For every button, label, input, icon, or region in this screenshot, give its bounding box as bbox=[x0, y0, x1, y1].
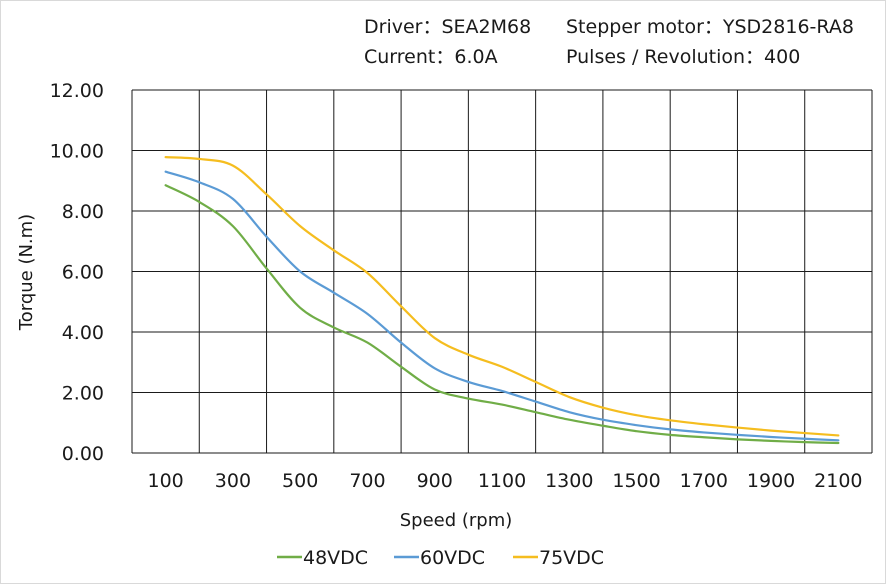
y-tick-label: 2.00 bbox=[62, 383, 104, 405]
x-tick-label: 1100 bbox=[478, 470, 526, 492]
x-tick-label: 100 bbox=[148, 470, 184, 492]
series-line-48vdc bbox=[164, 184, 840, 445]
x-tick-label: 2100 bbox=[814, 470, 862, 492]
y-tick-label: 10.00 bbox=[50, 141, 104, 163]
legend-label-48vdc: 48VDC bbox=[303, 547, 368, 569]
y-tick-label: 4.00 bbox=[62, 322, 104, 344]
legend-label-75vdc: 75VDC bbox=[539, 547, 604, 569]
legend: 48VDC 60VDC 75VDC bbox=[277, 547, 604, 569]
y-tick-label: 12.00 bbox=[50, 80, 104, 102]
grid bbox=[131, 89, 873, 454]
x-tick-label: 900 bbox=[417, 470, 453, 492]
y-tick-label: 0.00 bbox=[62, 443, 104, 465]
driver-info: Driver：SEA2M68 bbox=[364, 16, 531, 38]
motor-info: Stepper motor：YSD2816-RA8 bbox=[566, 16, 854, 38]
y-tick-label: 6.00 bbox=[62, 262, 104, 284]
y-tick-labels: 0.00 2.00 4.00 6.00 8.00 10.00 12.00 bbox=[50, 80, 104, 465]
series-line-60vdc bbox=[164, 170, 840, 442]
x-tick-labels: 100 300 500 700 900 1100 1300 1500 1700 1900 2100 bbox=[148, 470, 863, 492]
x-axis-label: Speed (rpm) bbox=[400, 510, 513, 531]
x-tick-label: 1300 bbox=[545, 470, 593, 492]
x-tick-label: 700 bbox=[349, 470, 385, 492]
x-tick-label: 1900 bbox=[747, 470, 795, 492]
pulses-info: Pulses / Revolution：400 bbox=[566, 46, 800, 68]
series-lines bbox=[164, 156, 840, 445]
x-tick-label: 1700 bbox=[680, 470, 728, 492]
x-tick-label: 1500 bbox=[612, 470, 660, 492]
x-tick-label: 300 bbox=[215, 470, 251, 492]
current-info: Current：6.0A bbox=[364, 46, 498, 68]
y-tick-label: 8.00 bbox=[62, 201, 104, 223]
series-line-75vdc bbox=[164, 156, 840, 437]
x-tick-label: 500 bbox=[282, 470, 318, 492]
y-axis-label: Torque (N.m) bbox=[16, 214, 37, 331]
legend-label-60vdc: 60VDC bbox=[420, 547, 485, 569]
